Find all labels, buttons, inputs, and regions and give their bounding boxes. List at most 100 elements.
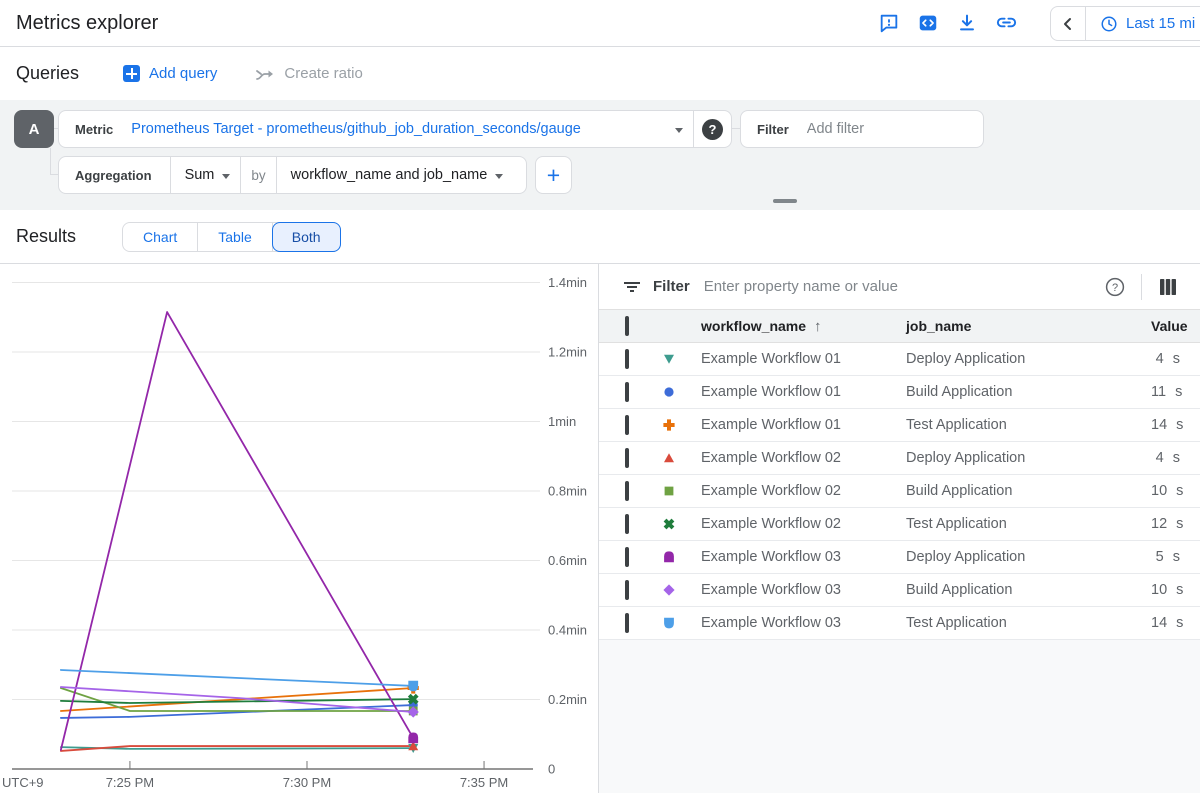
- filter-field: Filter: [740, 110, 984, 148]
- diamond-marker-icon: [663, 584, 675, 596]
- value-unit: s: [1175, 384, 1183, 400]
- query-letter-chip[interactable]: A: [14, 110, 54, 148]
- row-checkbox[interactable]: [625, 547, 629, 567]
- svg-text:0.2min: 0.2min: [548, 692, 587, 707]
- results-title: Results: [16, 226, 77, 246]
- tab-table[interactable]: Table: [198, 222, 273, 251]
- tab-both[interactable]: Both: [271, 221, 341, 252]
- value-unit: s: [1172, 351, 1180, 367]
- row-checkbox[interactable]: [625, 481, 629, 501]
- help-icon[interactable]: ?: [1105, 277, 1125, 297]
- table-row[interactable]: Example Workflow 02 Deploy Application 4 s: [599, 442, 1200, 475]
- metric-value-dropdown[interactable]: Prometheus Target - prometheus/github_jo…: [131, 121, 581, 137]
- code-icon[interactable]: [917, 12, 939, 34]
- add-aggregation-button[interactable]: +: [535, 156, 572, 194]
- row-checkbox[interactable]: [625, 415, 629, 435]
- divider: [240, 156, 242, 194]
- svg-text:1.2min: 1.2min: [548, 345, 587, 360]
- svg-text:0.6min: 0.6min: [548, 553, 587, 568]
- table-filter-input[interactable]: [703, 278, 1105, 295]
- table-row[interactable]: Example Workflow 02 Build Application 10 s: [599, 475, 1200, 508]
- select-all-checkbox[interactable]: [625, 316, 629, 336]
- group-by-dropdown[interactable]: workflow_name and job_name: [290, 167, 488, 183]
- time-range-label: Last 15 mi: [1126, 15, 1196, 32]
- results-panel: 0 0.2min 0.4min 0.6min 0.8min 1min 1.2min 1.4mi…: [0, 263, 1200, 793]
- workflow-name-cell: Example Workflow 03: [701, 582, 841, 598]
- row-checkbox[interactable]: [625, 448, 629, 468]
- series-marker-cell: [661, 615, 701, 631]
- value-cell: 14 s: [1151, 417, 1184, 433]
- value-cell: 10 s: [1151, 582, 1184, 598]
- time-range-back-button[interactable]: [1051, 7, 1085, 40]
- link-icon[interactable]: [995, 11, 1018, 34]
- divider: [1141, 273, 1142, 300]
- table-row[interactable]: Example Workflow 01 Deploy Application 4 s: [599, 343, 1200, 376]
- row-checkbox[interactable]: [625, 349, 629, 369]
- row-checkbox[interactable]: [625, 613, 629, 633]
- table-row[interactable]: Example Workflow 03 Deploy Application 5 s: [599, 541, 1200, 574]
- row-checkbox[interactable]: [625, 514, 629, 534]
- by-label: by: [251, 167, 266, 183]
- workflow-name-cell: Example Workflow 01: [701, 351, 841, 367]
- create-ratio-button[interactable]: Create ratio: [255, 64, 363, 84]
- table-row[interactable]: Example Workflow 02 Test Application 12 s: [599, 508, 1200, 541]
- help-icon: ?: [702, 118, 723, 140]
- table-row[interactable]: Example Workflow 01 Build Application 11 s: [599, 376, 1200, 409]
- workflow-name-cell: Example Workflow 02: [701, 450, 841, 466]
- value-unit: s: [1172, 549, 1180, 565]
- table-row[interactable]: Example Workflow 03 Build Application 10 s: [599, 574, 1200, 607]
- timeseries-chart[interactable]: 0 0.2min 0.4min 0.6min 0.8min 1min 1.2min 1.4mi…: [0, 266, 598, 793]
- diamond-marker-icon: [407, 706, 419, 718]
- value-unit: s: [1176, 417, 1184, 433]
- tab-chart[interactable]: Chart: [123, 222, 199, 251]
- metric-help-button[interactable]: ?: [694, 118, 731, 140]
- results-bar: Results Chart Table Both: [0, 210, 1200, 263]
- page-title: Metrics explorer: [16, 12, 159, 34]
- workflow-name-column-header[interactable]: workflow_name ↑: [701, 317, 822, 335]
- job-name-cell: Build Application: [906, 582, 1013, 598]
- divider: [275, 156, 277, 194]
- download-icon[interactable]: [956, 12, 978, 34]
- series-marker-cell: [661, 351, 701, 367]
- job-name-cell: Build Application: [906, 483, 1013, 499]
- job-name-cell: Test Application: [906, 417, 1007, 433]
- svg-text:1.4min: 1.4min: [548, 275, 587, 290]
- workflow-name-cell: Example Workflow 02: [701, 516, 841, 532]
- panel-drag-handle[interactable]: [773, 199, 797, 203]
- value-unit: s: [1176, 483, 1184, 499]
- pentagon-marker-icon: [408, 732, 419, 744]
- series-marker-cell: [661, 417, 701, 433]
- row-checkbox[interactable]: [625, 382, 629, 402]
- time-range-control: Last 15 mi: [1050, 6, 1200, 41]
- query-builder: A Metric Prometheus Target - prometheus/…: [0, 100, 1200, 210]
- add-query-button[interactable]: Add query: [123, 65, 217, 82]
- feedback-icon[interactable]: [878, 12, 900, 34]
- chevron-down-icon: [222, 173, 231, 179]
- queries-title: Queries: [16, 63, 80, 83]
- aggregation-value-dropdown[interactable]: Sum: [184, 167, 215, 183]
- workflow-name-cell: Example Workflow 02: [701, 483, 841, 499]
- row-checkbox[interactable]: [625, 580, 629, 600]
- clock-icon: [1101, 16, 1117, 31]
- connector: [50, 174, 58, 175]
- aggregation-label: Aggregation: [75, 167, 152, 183]
- column-settings-icon[interactable]: [1158, 277, 1178, 297]
- svg-text:?: ?: [1112, 282, 1118, 294]
- connector: [54, 128, 60, 129]
- value-column-header[interactable]: Value: [1151, 318, 1188, 334]
- value-cell: 10 s: [1151, 483, 1184, 499]
- triangle-down-marker-icon: [664, 354, 674, 364]
- chart-panel: 0 0.2min 0.4min 0.6min 0.8min 1min 1.2min 1.4mi…: [0, 264, 598, 793]
- time-range-button[interactable]: Last 15 mi: [1086, 15, 1195, 33]
- table-row[interactable]: Example Workflow 01 Test Application 14 s: [599, 409, 1200, 442]
- job-name-cell: Test Application: [906, 516, 1007, 532]
- square-marker-icon: [664, 486, 674, 496]
- header-toolbar: [878, 11, 1018, 34]
- job-name-column-header[interactable]: job_name: [906, 318, 972, 334]
- table-filter-label: Filter: [653, 278, 690, 295]
- table-row[interactable]: Example Workflow 03 Test Application 14 s: [599, 607, 1200, 640]
- add-filter-input[interactable]: [806, 121, 947, 137]
